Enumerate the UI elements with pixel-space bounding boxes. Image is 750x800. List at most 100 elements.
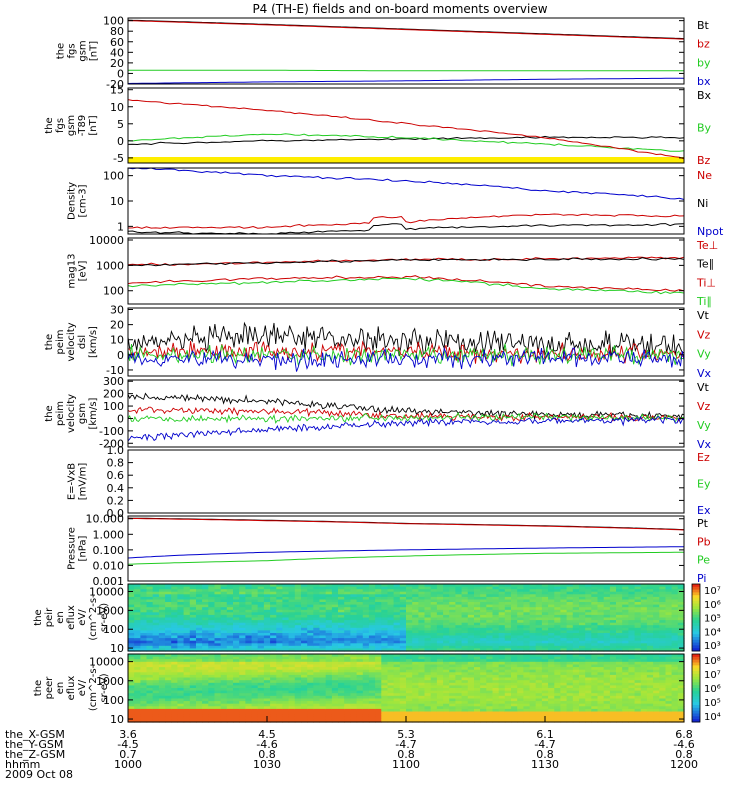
spectrogram-cell <box>554 635 562 639</box>
spectrogram-cell <box>603 674 611 679</box>
series-line-Vt <box>127 321 684 358</box>
spectrogram-cell <box>350 627 358 631</box>
spectrogram-cell <box>591 602 599 606</box>
spectrogram-cell <box>616 620 623 624</box>
spectrogram-cell <box>461 591 469 595</box>
spectrogram-cell <box>455 609 463 613</box>
colorbar-segment <box>692 639 700 644</box>
spectrogram-cell <box>233 701 240 705</box>
spectrogram-cell <box>301 643 308 647</box>
spectrogram-cell <box>554 594 562 598</box>
spectrogram-cell <box>233 716 240 720</box>
spectrogram-cell <box>486 690 494 694</box>
spectrogram-cell <box>548 714 555 718</box>
spectrogram-cell <box>529 630 537 634</box>
spectrogram-cell <box>517 719 524 723</box>
spectrogram-cell <box>189 602 197 606</box>
spectrogram-cell <box>430 714 438 718</box>
spectrogram-cell <box>412 654 419 658</box>
spectrogram-cell <box>603 719 611 723</box>
spectrogram-cell <box>245 656 253 660</box>
spectrogram-cell <box>257 688 265 692</box>
spectrogram-cell <box>430 645 438 649</box>
spectrogram-cell <box>263 612 271 616</box>
spectrogram-cell <box>152 607 160 611</box>
spectrogram-cell <box>245 591 253 595</box>
spectrogram-cell <box>251 614 259 619</box>
spectrogram-cell <box>134 654 141 658</box>
spectrogram-cell <box>653 589 660 593</box>
spectrogram-cell <box>486 680 494 684</box>
spectrogram-cell <box>171 698 178 702</box>
spectrogram-cell <box>541 708 549 713</box>
spectrogram-cell <box>486 584 494 588</box>
spectrogram-cell <box>436 584 444 588</box>
spectrogram-cell <box>375 625 382 629</box>
spectrogram-cell <box>393 607 401 611</box>
spectrogram-cell <box>226 630 234 634</box>
spectrogram-cell <box>362 656 370 660</box>
spectrogram-cell <box>616 669 623 673</box>
spectrogram-cell <box>165 693 172 697</box>
spectrogram-cell <box>134 643 141 647</box>
spectrogram-cell <box>233 586 240 590</box>
spectrogram-cell <box>579 612 586 616</box>
spectrogram-cell <box>474 594 481 598</box>
spectrogram-cell <box>226 703 234 707</box>
legend-entry: By <box>697 122 712 135</box>
y-axis-label: eV/ <box>77 609 88 626</box>
spectrogram-cell <box>541 674 549 679</box>
spectrogram-cell <box>202 594 209 598</box>
spectrogram-cell <box>486 672 494 676</box>
spectrogram-cell <box>566 654 574 658</box>
spectrogram-cell <box>208 656 216 660</box>
spectrogram-cell <box>288 614 296 619</box>
spectrogram-cell <box>226 614 234 619</box>
spectrogram-cell <box>461 688 469 692</box>
series-line-bx <box>127 77 684 84</box>
spectrogram-cell <box>430 586 438 590</box>
spectrogram-cell <box>597 630 605 634</box>
spectrogram-cell <box>368 693 376 697</box>
spectrogram-cell <box>480 659 487 663</box>
spectrogram-cell <box>387 693 395 697</box>
spectrogram-cell <box>449 714 456 718</box>
spectrogram-cell <box>566 586 574 590</box>
spectrogram-cell <box>344 714 351 718</box>
spectrogram-cell <box>356 614 364 619</box>
spectrogram-cell <box>653 584 660 588</box>
spectrogram-cell <box>220 667 228 671</box>
spectrogram-cell <box>128 638 135 642</box>
spectrogram-cell <box>653 607 660 611</box>
spectrogram-cell <box>523 625 531 629</box>
spectrogram-cell <box>579 596 586 601</box>
spectrogram-cell <box>146 645 154 649</box>
spectrogram-cell <box>202 607 209 611</box>
spectrogram-cell <box>134 638 141 642</box>
spectrogram-cell <box>492 706 500 710</box>
spectrogram-cell <box>152 584 160 588</box>
spectrogram-cell <box>436 604 444 608</box>
spectrogram-cell <box>517 682 524 686</box>
spectrogram-cell <box>220 620 228 624</box>
spectrogram-cell <box>208 716 216 720</box>
panel-frame <box>127 17 685 85</box>
spectrogram-cell <box>325 596 333 601</box>
spectrogram-cell <box>486 685 494 689</box>
spectrogram-cell <box>591 638 599 642</box>
spectrogram-cell <box>313 643 321 647</box>
spectrogram-cell <box>294 584 302 588</box>
spectrogram-cell <box>548 672 555 676</box>
spectrogram-cell <box>461 627 469 631</box>
spectrogram-cell <box>424 633 432 637</box>
spectrogram-cell <box>634 638 642 642</box>
spectrogram-cell <box>418 656 426 660</box>
spectrogram-cell <box>189 701 197 705</box>
spectrogram-cell <box>436 645 444 649</box>
spectrogram-cell <box>628 703 636 707</box>
spectrogram-cell <box>239 645 246 649</box>
spectrogram-cell <box>276 630 284 634</box>
spectrogram-cell <box>270 672 277 676</box>
spectrogram-cell <box>239 604 246 608</box>
spectrogram-cell <box>152 706 160 710</box>
